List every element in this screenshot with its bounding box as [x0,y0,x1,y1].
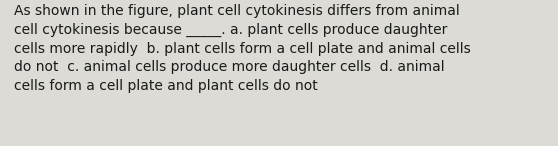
Text: As shown in the figure, plant cell cytokinesis differs from animal
cell cytokine: As shown in the figure, plant cell cytok… [14,4,471,93]
